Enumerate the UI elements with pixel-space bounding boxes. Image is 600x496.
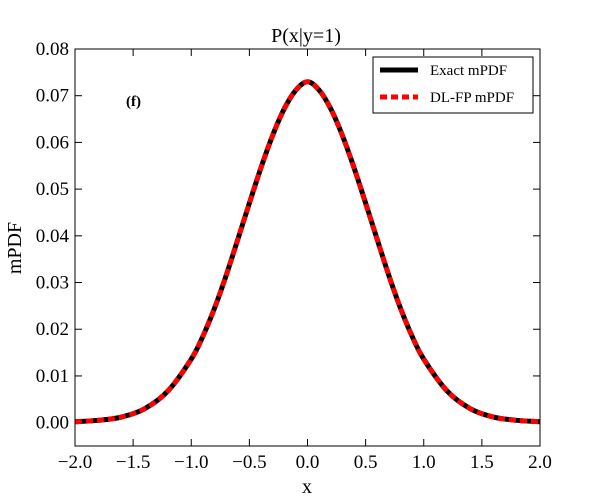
y-tick-label: 0.05 [36, 179, 69, 200]
x-axis-ticks: −2.0 −1.5 −1.0 −0.5 0.0 0.5 1.0 1.5 2.0 [58, 49, 552, 473]
x-tick-label: −0.5 [232, 452, 266, 473]
x-tick-label: −2.0 [58, 452, 92, 473]
plot-frame [74, 48, 541, 447]
chart-title: P(x|y=1) [271, 25, 341, 47]
legend-label-dlfp: DL-FP mPDF [430, 90, 514, 106]
y-tick-label: 0.04 [36, 226, 70, 247]
x-tick-label: −1.5 [116, 452, 150, 473]
series-line-dlfp [74, 79, 541, 425]
y-tick-label: 0.03 [36, 273, 69, 294]
y-tick-label: 0.07 [36, 86, 69, 107]
series-layer [74, 79, 541, 425]
x-tick-label: 1.0 [412, 452, 436, 473]
y-tick-label: 0.02 [36, 319, 69, 340]
legend-box [372, 56, 534, 114]
x-tick-label: 1.5 [470, 452, 494, 473]
x-tick-label: 0.5 [354, 452, 378, 473]
series-line-exact [74, 79, 541, 425]
y-tick-label: 0.08 [36, 39, 69, 60]
y-axis-title: mPDF [4, 222, 26, 274]
y-tick-label: 0.06 [36, 132, 69, 153]
y-axis-ticks: 0.00 0.01 0.02 0.03 0.04 0.05 0.06 0.07 0.08 [36, 39, 540, 434]
legend: Exact mPDF DL-FP mPDF [372, 56, 534, 114]
panel-label: (f) [126, 94, 141, 110]
x-tick-label: 0.0 [296, 452, 320, 473]
x-tick-label: −1.0 [174, 452, 208, 473]
x-tick-label: 2.0 [528, 452, 552, 473]
y-tick-label: 0.01 [36, 366, 69, 387]
y-tick-label: 0.00 [36, 413, 69, 434]
x-axis-title: x [302, 476, 312, 496]
legend-label-exact: Exact mPDF [430, 63, 507, 79]
